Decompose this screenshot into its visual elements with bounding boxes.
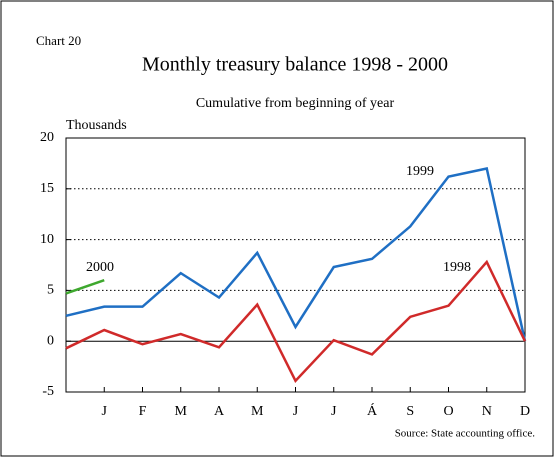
- y-tick-label: 10: [40, 232, 54, 247]
- series-line: [65, 279, 105, 295]
- chart-label: Chart 20: [36, 33, 81, 48]
- series-line: [65, 259, 527, 383]
- x-tick-label: N: [482, 404, 492, 419]
- y-tick-label: 15: [40, 181, 54, 196]
- x-tick-label: J: [102, 404, 108, 419]
- x-tick-label: Á: [367, 402, 378, 419]
- x-tick-label: D: [520, 404, 530, 419]
- series-label: 2000: [86, 260, 114, 275]
- series-line: [65, 166, 527, 342]
- y-tick-label: -5: [42, 384, 54, 399]
- y-tick-label: 5: [47, 283, 54, 298]
- y-tick-label: 20: [40, 130, 54, 145]
- x-tick-label: O: [443, 404, 453, 419]
- series-label: 1998: [443, 260, 471, 275]
- x-tick-label: J: [293, 404, 299, 419]
- y-axis-label: Thousands: [66, 118, 127, 133]
- x-tick-label: A: [214, 404, 225, 419]
- x-tick-label: M: [175, 404, 188, 419]
- y-tick-label: 0: [47, 333, 54, 348]
- x-tick-label: F: [139, 404, 147, 419]
- source-note: Source: State accounting office.: [395, 428, 536, 440]
- series-label: 1999: [406, 164, 434, 179]
- chart-subtitle: Cumulative from beginning of year: [196, 96, 395, 111]
- chart-title: Monthly treasury balance 1998 - 2000: [142, 54, 448, 76]
- x-tick-label: M: [251, 404, 264, 419]
- x-tick-label: J: [331, 404, 337, 419]
- x-tick-label: S: [406, 404, 414, 419]
